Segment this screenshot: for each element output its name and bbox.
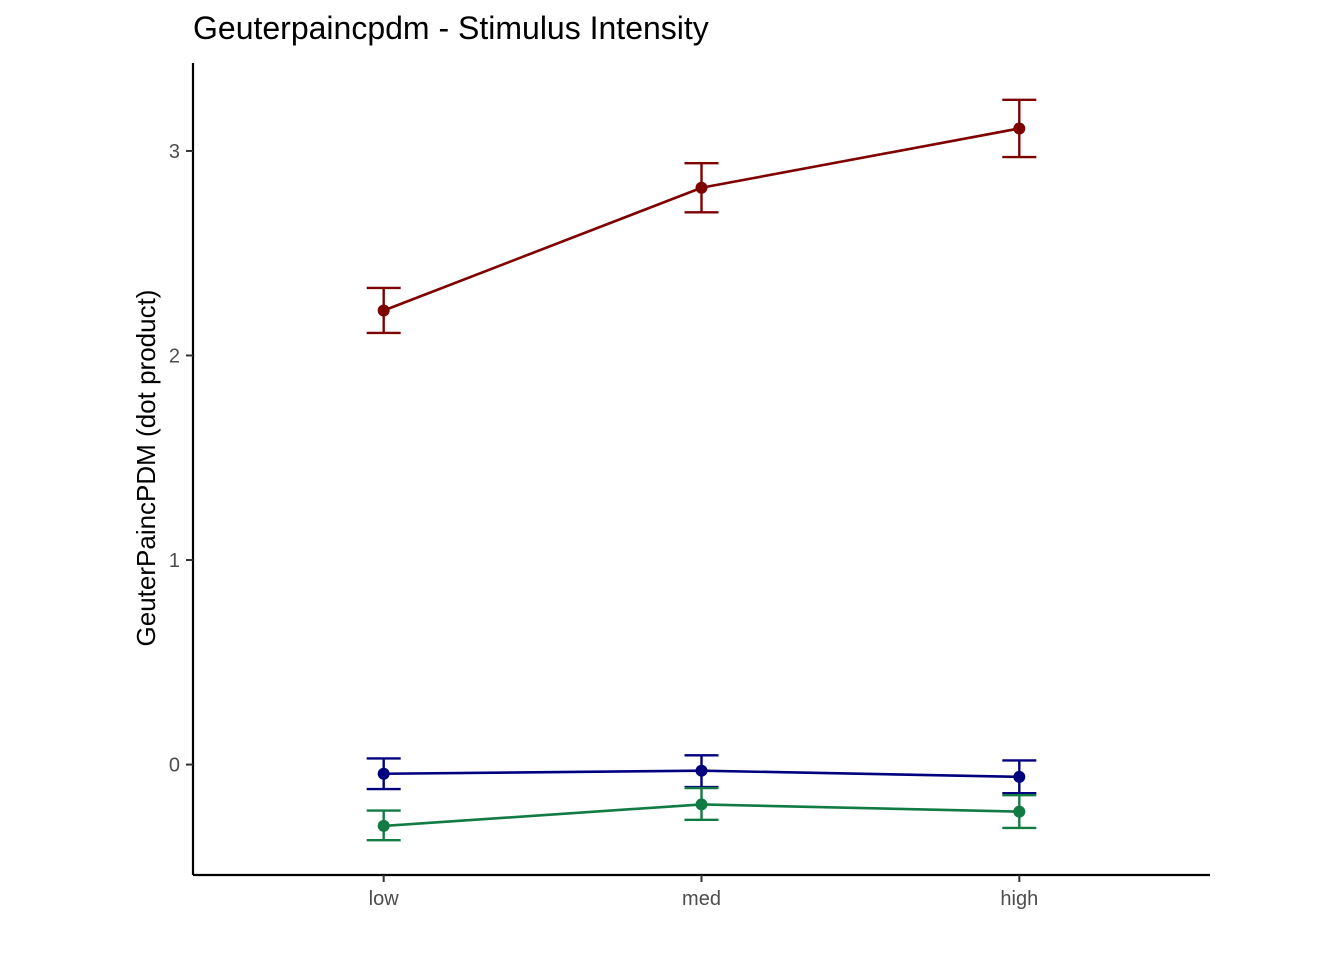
x-tick-label: high — [1000, 888, 1038, 910]
data-point — [377, 767, 390, 780]
data-point — [1013, 805, 1026, 818]
x-tick-label: low — [369, 888, 400, 910]
y-tick-label: 2 — [169, 345, 180, 367]
data-point — [695, 764, 708, 777]
chart-title: Geuterpaincpdm - Stimulus Intensity — [193, 10, 709, 46]
series-1 — [366, 98, 1037, 335]
data-point — [377, 819, 390, 832]
y-axis-label: GeuterPaincPDM (dot product) — [131, 290, 161, 647]
chart-marks — [366, 98, 1037, 842]
y-tick-label: 1 — [169, 550, 180, 572]
y-tick-label: 0 — [169, 755, 180, 777]
axes: 0 1 2 3 low med high — [169, 63, 1210, 910]
data-point — [1013, 122, 1026, 135]
data-point — [377, 304, 390, 317]
series-line — [383, 127, 1020, 312]
y-tick-label: 3 — [169, 141, 180, 163]
series-3 — [366, 786, 1037, 842]
data-point — [695, 798, 708, 811]
x-tick-label: med — [682, 888, 721, 910]
data-point — [695, 181, 708, 194]
data-point — [1013, 770, 1026, 783]
